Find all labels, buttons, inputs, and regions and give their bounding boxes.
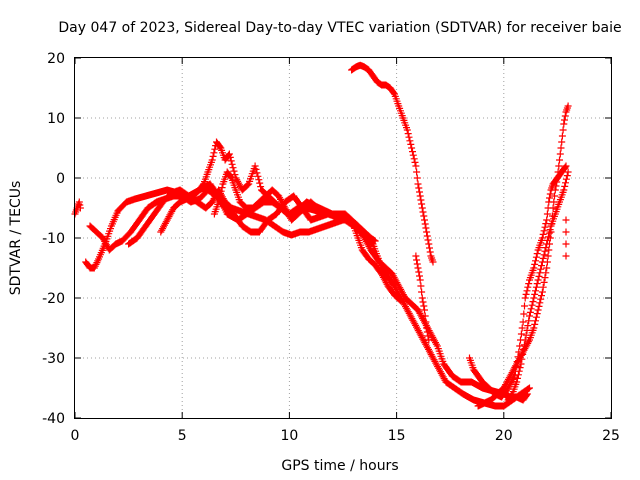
- x-tick-label: 15: [388, 428, 406, 444]
- y-tick-label: 0: [56, 171, 65, 187]
- series-arc-start: [71, 198, 84, 218]
- data-series: [71, 61, 572, 410]
- plus-markers: [562, 216, 570, 260]
- plus-markers: [504, 168, 572, 404]
- series-arc-g: [412, 252, 433, 344]
- plus-markers: [348, 61, 437, 266]
- plus-markers: [466, 162, 570, 401]
- axis-ticks: 0 5 10 15 20 25 -40 -30 -20 -10 0 10 20: [42, 51, 620, 444]
- plus-markers: [210, 168, 328, 224]
- series-arc-b: [86, 186, 533, 410]
- plus-markers: [71, 198, 84, 218]
- x-tick-label: 25: [602, 428, 620, 444]
- y-axis-title: SDTVAR / TECUs: [8, 181, 24, 296]
- chart-title: Day 047 of 2023, Sidereal Day-to-day VTE…: [58, 20, 621, 36]
- series-arc-e: [210, 168, 328, 224]
- y-tick-label: -30: [42, 351, 65, 367]
- series-arc-j: [504, 168, 572, 404]
- x-tick-label: 20: [495, 428, 513, 444]
- y-tick-label: -40: [42, 411, 65, 427]
- y-tick-label: 10: [47, 111, 65, 127]
- plus-markers: [86, 186, 533, 410]
- y-tick-label: 20: [47, 51, 65, 67]
- x-tick-label: 5: [178, 428, 187, 444]
- plot-frame: [74, 57, 612, 419]
- plus-markers: [412, 252, 433, 344]
- x-tick-label: 0: [71, 428, 80, 444]
- y-tick-label: -10: [42, 231, 65, 247]
- series-arc-f: [348, 61, 437, 266]
- series-arc-k: [562, 216, 570, 260]
- grid-lines: [75, 58, 611, 418]
- y-tick-label: -20: [42, 291, 65, 307]
- x-tick-label: 10: [280, 428, 298, 444]
- series-arc-h: [466, 162, 570, 401]
- x-axis-title: GPS time / hours: [281, 458, 398, 474]
